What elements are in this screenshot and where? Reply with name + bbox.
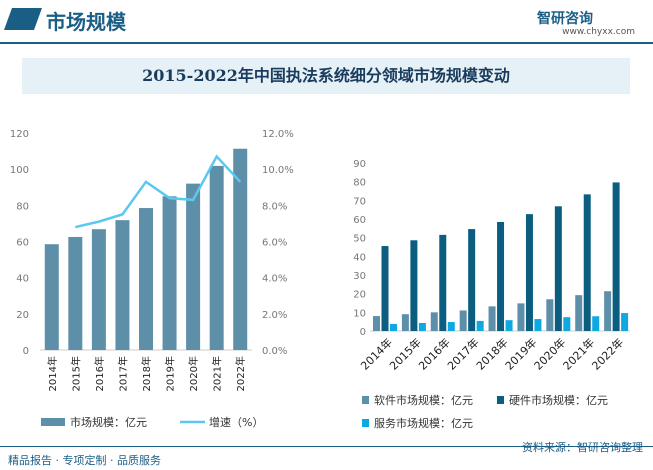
bar (563, 317, 571, 331)
legend-label: 服务市场规模：亿元 (374, 416, 473, 430)
bar (209, 165, 224, 350)
bar (534, 319, 542, 331)
divider (0, 42, 653, 44)
x-tick: 2019年 (164, 356, 177, 391)
x-tick: 2020年 (187, 356, 200, 391)
bar (604, 291, 612, 331)
y-tick: 120 (10, 129, 29, 140)
bar (459, 310, 467, 331)
legend-label: 市场规模：亿元 (70, 415, 147, 429)
y-tick: 70 (353, 196, 366, 207)
bar (447, 322, 455, 331)
bar (612, 182, 620, 331)
bar (497, 221, 505, 331)
x-tick: 2022年 (234, 356, 247, 391)
x-tick: 2014年 (46, 356, 59, 391)
y2-tick: 0.0% (262, 346, 287, 357)
legend-swatch (41, 418, 65, 426)
y2-tick: 12.0% (262, 129, 294, 140)
footer-slogan: 精品报告 · 专项定制 · 品质服务 (8, 454, 161, 467)
y-tick: 100 (10, 165, 29, 176)
footer: 精品报告 · 专项定制 · 品质服务 资料来源：智研咨询整理 (0, 441, 653, 470)
bar (390, 323, 397, 331)
y-tick: 20 (353, 290, 366, 301)
bar (517, 303, 525, 331)
bar (575, 295, 583, 331)
bar (373, 316, 380, 331)
y-tick: 60 (353, 215, 366, 226)
y2-tick: 4.0% (262, 274, 287, 285)
bar (68, 236, 83, 350)
bar (418, 322, 426, 331)
bar (115, 220, 130, 350)
y2-tick: 6.0% (262, 238, 287, 249)
bar (162, 196, 177, 350)
logo: 智研咨询 (537, 11, 593, 27)
bar (91, 229, 106, 350)
y-tick: 20 (16, 310, 29, 321)
y-tick: 60 (16, 238, 29, 249)
bar (381, 246, 389, 331)
x-tick: 2017年 (116, 356, 129, 391)
bar (430, 312, 438, 331)
bar (401, 314, 409, 331)
x-tick: 2015年 (69, 356, 82, 391)
y2-tick: 8.0% (262, 201, 287, 212)
y-tick: 90 (353, 159, 366, 170)
y-tick: 0 (360, 327, 366, 338)
y-tick: 40 (353, 252, 366, 263)
bar (621, 313, 629, 331)
x-tick: 2018年 (140, 356, 153, 391)
header: 市场规模 智研咨询 www.chyxx.com (0, 0, 653, 40)
bar (139, 208, 153, 350)
legend-swatch (497, 396, 504, 404)
bar (439, 234, 447, 331)
x-tick: 2021年 (211, 356, 224, 391)
x-tick: 2016年 (93, 356, 106, 391)
legend-swatch (362, 419, 369, 427)
section-title: 市场规模 (46, 10, 126, 34)
legend-swatch (362, 396, 369, 404)
y-tick: 50 (353, 234, 366, 245)
bar (468, 229, 476, 331)
bar (525, 214, 533, 331)
y2-tick: 2.0% (262, 310, 287, 321)
bar (410, 240, 418, 331)
bar (554, 206, 562, 331)
bar (476, 320, 484, 331)
bar (546, 299, 554, 331)
legend-label: 增速（%） (209, 415, 263, 429)
bar (488, 306, 496, 331)
y-tick: 30 (353, 271, 366, 282)
growth-line (75, 154, 242, 229)
y-tick: 40 (16, 274, 29, 285)
y-tick: 10 (353, 308, 366, 319)
chart-title: 2015-2022年中国执法系统细分领域市场规模变动 (22, 58, 630, 94)
legend-label: 硬件市场规模：亿元 (509, 393, 608, 407)
bar (583, 194, 591, 331)
bar (505, 320, 513, 331)
y-tick: 0 (23, 346, 29, 357)
url: www.chyxx.com (562, 27, 635, 37)
bar (233, 148, 248, 350)
bar (186, 183, 201, 350)
y-tick: 80 (16, 201, 29, 212)
bar (44, 244, 59, 350)
legend-label: 软件市场规模：亿元 (374, 393, 473, 407)
source: 资料来源：智研咨询整理 (522, 441, 643, 454)
y-tick: 80 (353, 178, 366, 189)
bar (592, 316, 600, 331)
x-tick: 2022年 (589, 335, 626, 372)
y2-tick: 10.0% (262, 165, 294, 176)
